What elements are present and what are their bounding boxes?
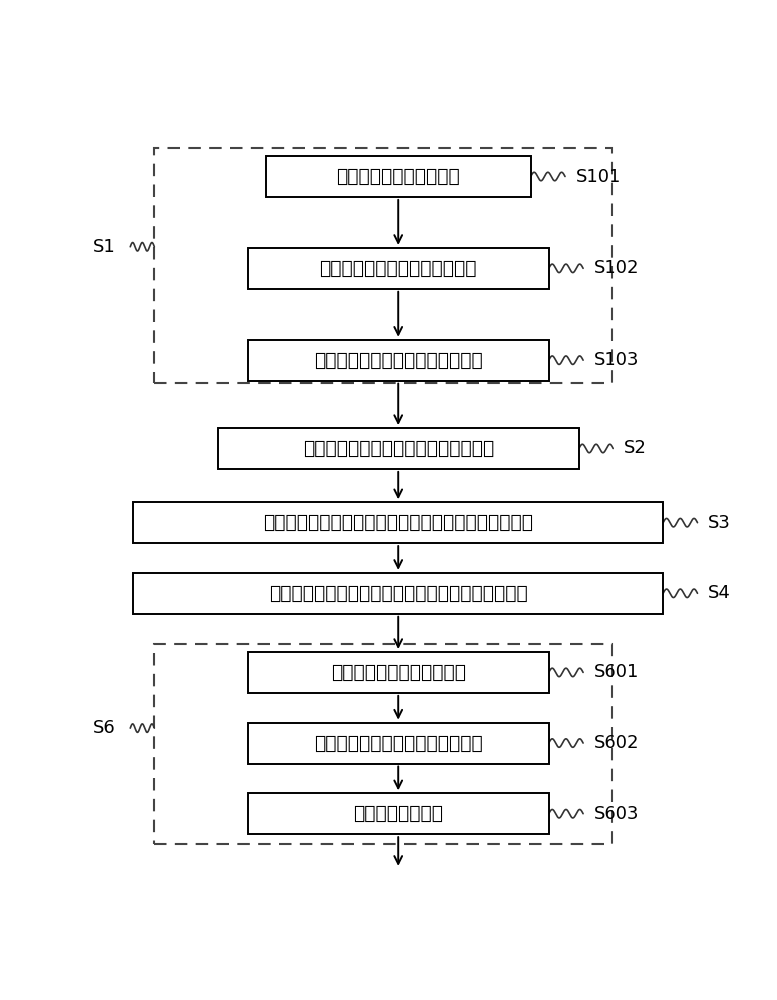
Text: 采集布缆机已布缆长度数据: 采集布缆机已布缆长度数据 [331, 663, 465, 682]
Text: 建立布缆时各牵引压轮的理论压力数据: 建立布缆时各牵引压轮的理论压力数据 [302, 439, 494, 458]
Text: S2: S2 [624, 439, 647, 457]
Bar [248, 793, 549, 834]
Text: S602: S602 [594, 734, 639, 752]
Bar [155, 644, 612, 844]
Text: 生成待布海缆各位置经过各牵引压轮时的理论距离数据: 生成待布海缆各位置经过各牵引压轮时的理论距离数据 [263, 513, 533, 532]
Text: S1: S1 [92, 238, 115, 256]
Text: S6: S6 [92, 719, 115, 737]
Text: S103: S103 [594, 351, 639, 369]
Text: 生成海缆位于布缆机中的位置数据: 生成海缆位于布缆机中的位置数据 [314, 734, 483, 753]
Text: 采集布缆机布缆时牵引轮速度数据以及压轮位置数据: 采集布缆机布缆时牵引轮速度数据以及压轮位置数据 [269, 584, 528, 603]
Bar [266, 156, 531, 197]
Bar [134, 502, 663, 543]
Text: S3: S3 [709, 514, 731, 532]
Bar [155, 148, 612, 383]
Bar [218, 428, 579, 469]
Text: S102: S102 [594, 259, 639, 277]
Text: 调取与型号数据相对应的形状数据: 调取与型号数据相对应的形状数据 [314, 351, 483, 370]
Bar [248, 723, 549, 764]
Bar [248, 652, 549, 693]
Text: S101: S101 [576, 168, 622, 186]
Text: S601: S601 [594, 663, 639, 681]
Text: S603: S603 [594, 805, 639, 823]
Text: 建立各型号海缆形状数据: 建立各型号海缆形状数据 [336, 167, 460, 186]
Bar [134, 573, 663, 614]
Text: 调节压轮位置数据: 调节压轮位置数据 [354, 804, 443, 823]
Text: S4: S4 [709, 584, 731, 602]
Bar [248, 248, 549, 289]
Bar [248, 340, 549, 381]
Text: 实时采集待进入海缆的型号数据: 实时采集待进入海缆的型号数据 [319, 259, 477, 278]
